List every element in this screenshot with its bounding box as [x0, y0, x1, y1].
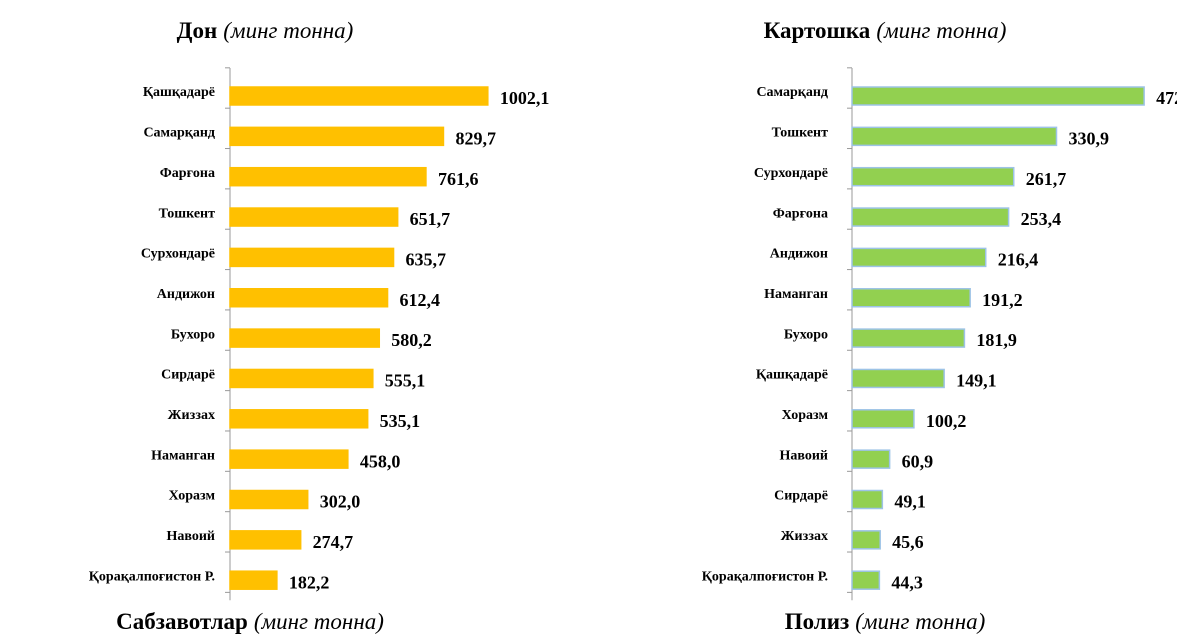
chart-title-unit: (минг тонна): [876, 18, 1006, 43]
bar: [229, 247, 395, 268]
value-label: 60,9: [902, 451, 934, 471]
category-label: Сурхондарё: [754, 166, 828, 181]
value-label: 191,2: [982, 290, 1023, 310]
chart-title-main: Дон: [177, 18, 218, 43]
value-label: 44,3: [891, 572, 923, 592]
value-label: 302,0: [320, 492, 361, 512]
value-label: 45,6: [892, 532, 924, 552]
bar: [229, 166, 427, 187]
bar: [229, 288, 389, 308]
footer-title: Сабзавотлар (минг тонна): [116, 609, 384, 634]
bar: [229, 570, 278, 590]
bar: [229, 207, 399, 227]
category-label: Сирдарё: [774, 489, 828, 504]
bar: [229, 409, 369, 429]
value-label: 612,4: [400, 290, 441, 310]
bar: [229, 489, 309, 510]
category-label: Қашқадарё: [143, 85, 215, 100]
value-label: 181,9: [976, 330, 1017, 350]
value-label: 458,0: [360, 451, 401, 471]
footer-title-unit: (минг тонна): [855, 609, 985, 634]
category-label: Жиззах: [781, 529, 828, 544]
bar: [851, 207, 1010, 227]
footer-title: Полиз (минг тонна): [785, 609, 986, 634]
bar: [851, 328, 966, 348]
category-label: Тошкент: [772, 126, 829, 141]
value-label: 330,9: [1068, 128, 1109, 148]
category-label: Навоий: [780, 448, 829, 463]
chart-title: Дон (минг тонна): [177, 18, 354, 43]
value-label: 274,7: [313, 532, 354, 552]
footer-title-main: Сабзавотлар: [116, 609, 248, 634]
value-label: 555,1: [385, 371, 426, 391]
footer-title-unit: (минг тонна): [254, 609, 384, 634]
value-label: 49,1: [894, 492, 926, 512]
category-label: Хоразм: [169, 489, 216, 504]
bar: [851, 166, 1015, 187]
bar: [851, 86, 1145, 106]
bar: [851, 489, 884, 510]
bar: [229, 126, 445, 147]
bar: [851, 247, 987, 268]
bar: [229, 368, 374, 389]
category-label: Қорақалпоғистон Р.: [702, 569, 828, 584]
category-label: Хоразм: [782, 408, 829, 423]
category-label: Сирдарё: [161, 368, 215, 383]
value-label: 472,7: [1156, 88, 1177, 108]
category-label: Андижон: [157, 287, 215, 302]
category-label: Фарғона: [160, 166, 215, 181]
category-label: Бухоро: [171, 327, 215, 342]
value-label: 182,2: [289, 572, 330, 592]
bar: [851, 126, 1058, 147]
value-label: 1002,1: [500, 88, 550, 108]
value-label: 100,2: [926, 411, 967, 431]
bar: [229, 86, 489, 106]
footer-title-main: Полиз: [785, 609, 850, 634]
chart-title: Картошка (минг тонна): [764, 18, 1007, 43]
category-label: Навоий: [167, 529, 216, 544]
category-label: Қорақалпоғистон Р.: [89, 569, 215, 584]
bar: [851, 570, 881, 590]
value-label: 580,2: [391, 330, 432, 350]
chart-title-main: Картошка: [764, 18, 871, 43]
value-label: 829,7: [455, 128, 496, 148]
category-label: Наманган: [764, 287, 828, 302]
value-label: 651,7: [410, 209, 451, 229]
category-label: Андижон: [770, 247, 828, 262]
bar: [851, 288, 971, 308]
value-label: 261,7: [1026, 169, 1067, 189]
value-label: 761,6: [438, 169, 479, 189]
value-label: 149,1: [956, 371, 997, 391]
bar: [229, 530, 302, 550]
category-label: Сурхондарё: [141, 247, 215, 262]
category-label: Қашқадарё: [756, 368, 828, 383]
category-label: Фарғона: [773, 206, 828, 221]
category-label: Бухоро: [784, 327, 828, 342]
category-label: Наманган: [151, 448, 215, 463]
category-label: Тошкент: [159, 206, 216, 221]
category-label: Жиззах: [168, 408, 215, 423]
bar: [851, 368, 945, 389]
value-label: 216,4: [998, 250, 1039, 270]
bar: [851, 530, 881, 550]
value-label: 535,1: [380, 411, 421, 431]
category-label: Самарқанд: [143, 126, 215, 141]
bar: [851, 409, 915, 429]
value-label: 635,7: [406, 250, 447, 270]
chart-title-unit: (минг тонна): [223, 18, 353, 43]
value-label: 253,4: [1021, 209, 1062, 229]
bar: [229, 449, 349, 469]
bar: [229, 328, 381, 348]
bar: [851, 449, 891, 469]
category-label: Самарқанд: [756, 85, 828, 100]
